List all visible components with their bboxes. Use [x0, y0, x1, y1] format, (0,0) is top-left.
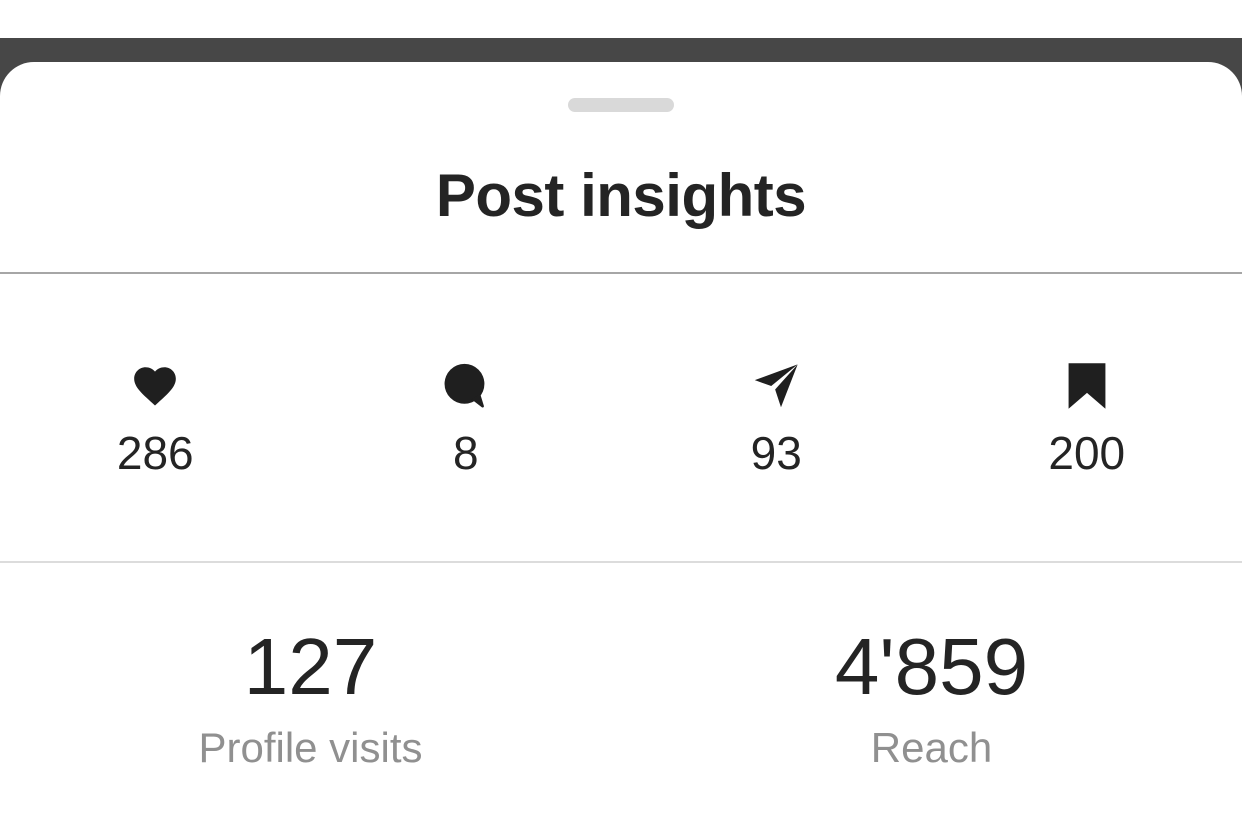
profile-visits-value: 127: [243, 622, 378, 711]
metric-profile-visits: 127 Profile visits: [0, 627, 621, 813]
metrics-row: 127 Profile visits 4'859 Reach: [0, 563, 1242, 813]
bookmark-icon: [1061, 360, 1113, 412]
likes-count: 286: [116, 426, 194, 479]
sheet-title: Post insights: [435, 162, 807, 229]
metrics-divider: [0, 561, 1242, 563]
header-divider: [0, 272, 1242, 274]
comment-icon: [440, 360, 492, 412]
reach-label: Reach: [870, 724, 993, 771]
stat-saves: 200: [932, 360, 1242, 476]
reach-value: 4'859: [834, 622, 1029, 711]
drag-handle[interactable]: [568, 98, 674, 112]
profile-visits-label: Profile visits: [198, 724, 423, 771]
stat-comments: 8: [311, 360, 622, 476]
engagement-row: 286 8 93: [0, 274, 1242, 561]
stat-shares: 93: [621, 360, 932, 476]
shares-count: 93: [750, 426, 802, 479]
post-insights-sheet: Post insights 286 8: [0, 62, 1242, 813]
comments-count: 8: [452, 426, 479, 479]
metric-reach: 4'859 Reach: [621, 627, 1242, 813]
heart-icon: [130, 360, 180, 412]
stat-likes: 286: [0, 360, 311, 476]
saves-count: 200: [1048, 426, 1126, 479]
send-icon: [750, 360, 802, 412]
